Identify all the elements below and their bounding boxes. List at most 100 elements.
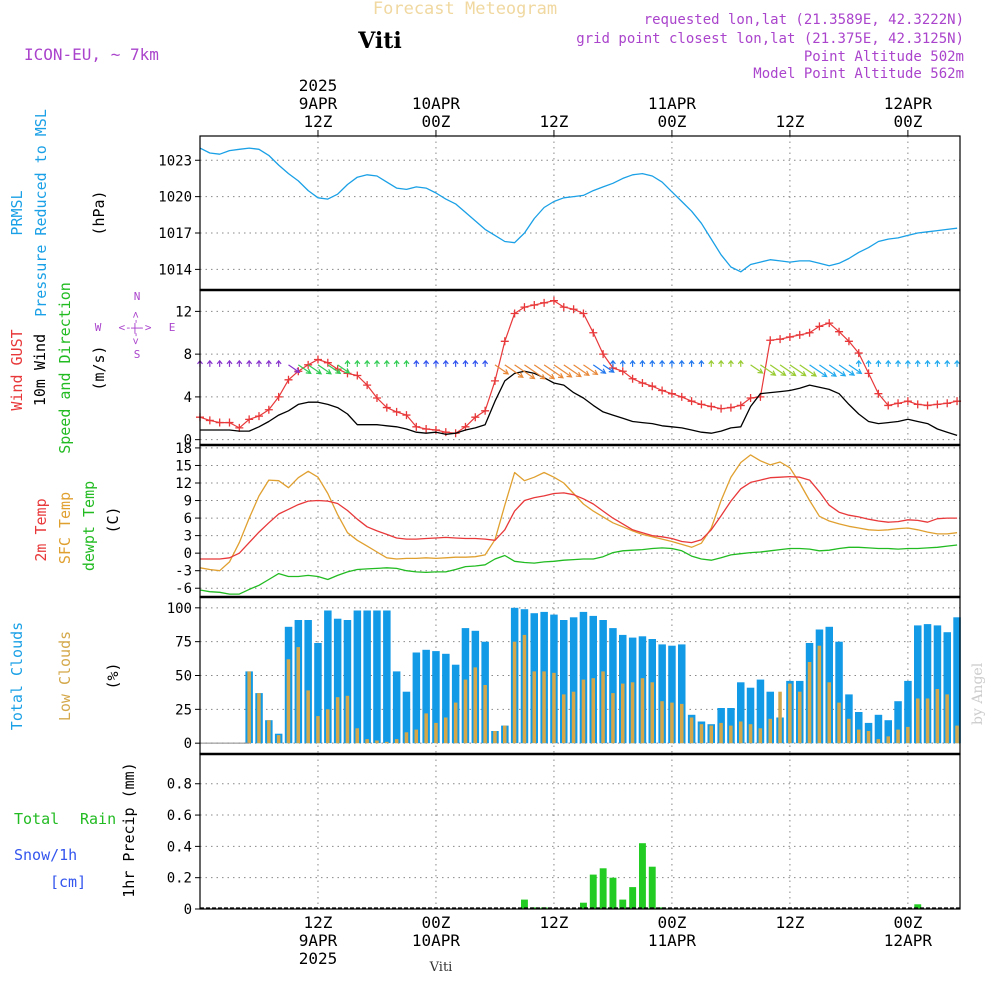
rain-bar	[580, 902, 587, 909]
gust-marker	[903, 397, 912, 406]
model-point-altitude: Model Point Altitude 562m	[753, 66, 964, 82]
grid-lines	[200, 136, 960, 910]
gust-marker	[559, 303, 568, 312]
top-time-label: 12Z	[539, 112, 568, 131]
low-cloud-bar	[601, 671, 605, 744]
total-cloud-bar	[432, 651, 440, 744]
low-cloud-bar	[886, 736, 890, 744]
chart-title: Forecast Meteogram	[373, 0, 557, 19]
total-cloud-bar	[363, 610, 371, 744]
total-cloud-bar	[579, 611, 588, 744]
top-time-label: 00Z	[422, 112, 451, 131]
top-time-label: 2025	[299, 76, 338, 95]
total-cloud-bar	[353, 610, 362, 744]
gust-marker	[776, 335, 785, 344]
low-cloud-bar	[424, 713, 428, 744]
low-cloud-bar	[729, 725, 733, 744]
wind-direction-arrow	[423, 359, 430, 367]
total-cloud-bar	[678, 644, 686, 744]
wind-direction-arrow	[288, 364, 301, 374]
temp-y-tick-label: 15	[175, 458, 192, 474]
top-time-label: 12APR	[884, 94, 933, 113]
gust-marker	[707, 402, 716, 411]
low-cloud-bar	[689, 717, 694, 744]
wind-direction-arrow	[462, 359, 469, 367]
compass-vertical: <-|->	[129, 311, 142, 344]
gust-marker	[471, 413, 480, 422]
wind-direction-arrow	[583, 364, 599, 376]
wind-direction-arrow	[848, 364, 863, 375]
gust-marker	[530, 300, 539, 309]
wind-direction-arrow	[452, 359, 459, 367]
wind-direction-arrow	[875, 359, 882, 367]
temp-labels: 2m Temp SFC Temp dewpt Temp (C)	[32, 481, 122, 571]
gust-marker	[549, 296, 558, 305]
low-cloud-bar	[414, 729, 418, 744]
low-cloud-bar	[699, 724, 704, 744]
low-cloud-bar	[640, 678, 645, 744]
clouds-y-tick-label: 100	[167, 601, 192, 617]
wind-direction-arrow	[472, 359, 479, 367]
bottom-time-label: 12APR	[884, 931, 933, 950]
temp-2m-line	[200, 475, 958, 560]
temp-y-tick-label: 18	[175, 441, 192, 457]
low-cloud-bar	[660, 701, 664, 744]
gust-marker	[746, 393, 755, 402]
gust-marker	[245, 415, 254, 424]
gust-marker	[353, 371, 362, 380]
wind-direction-arrow	[226, 359, 233, 367]
gust-marker	[343, 369, 352, 378]
wind-direction-arrow	[609, 359, 616, 367]
low-cloud-bar	[788, 683, 792, 744]
wind-label-gust: Wind GUST	[8, 329, 26, 410]
total-cloud-bar	[923, 624, 932, 744]
requested-coords: requested lon,lat (21.3589E, 42.3222N)	[644, 12, 964, 28]
bottom-time-label: 11APR	[648, 931, 697, 950]
temp-label-unit: (C)	[104, 506, 122, 533]
top-time-label: 00Z	[893, 112, 922, 131]
wind-direction-arrow	[799, 364, 818, 377]
low-cloud-bar	[916, 698, 920, 744]
gust-marker	[726, 403, 735, 412]
wind-label-10m: 10m Wind	[31, 334, 49, 406]
wind-direction-arrow	[668, 359, 675, 367]
low-cloud-bar	[581, 679, 586, 744]
temp-label-dewpt: dewpt Temp	[80, 481, 98, 571]
low-cloud-bar	[247, 671, 251, 744]
gust-marker	[658, 386, 667, 395]
gust-marker	[205, 416, 214, 425]
low-cloud-bar	[611, 693, 615, 744]
total-cloud-bar	[422, 649, 430, 744]
total-cloud-bar	[609, 628, 617, 744]
precip-label-total: Total	[14, 810, 59, 828]
compass-north: N	[134, 290, 141, 303]
gust-marker	[648, 382, 657, 391]
total-cloud-bar	[333, 618, 342, 744]
compass-horizontal: <-|->	[118, 321, 151, 334]
gust-marker	[372, 393, 381, 402]
temp-label-2m: 2m Temp	[32, 498, 50, 561]
wind-y-tick-label: 0	[184, 433, 192, 449]
wind-direction-arrow	[819, 364, 837, 377]
clouds-y-tick-label: 75	[175, 635, 192, 651]
top-time-label: 11APR	[648, 94, 697, 113]
gust-marker	[441, 428, 450, 437]
precip-label-unit: 1hr Precip (mm)	[120, 762, 138, 897]
wind-direction-arrow	[769, 364, 787, 377]
low-cloud-bar	[522, 634, 527, 744]
low-cloud-bar	[709, 725, 713, 744]
total-cloud-bar	[835, 641, 843, 744]
wind-y-tick-label: 8	[184, 347, 192, 363]
low-cloud-bar	[857, 729, 861, 744]
rain-bar	[589, 874, 597, 909]
gust-marker	[422, 424, 431, 433]
rain-bar	[914, 904, 922, 909]
top-time-label: 10APR	[412, 94, 461, 113]
low-cloud-bar	[512, 641, 517, 744]
low-cloud-bar	[483, 685, 487, 744]
temp-y-tick-label: 9	[184, 494, 192, 510]
gust-marker	[923, 401, 932, 410]
compass-east: E	[169, 321, 176, 334]
low-cloud-bar	[630, 682, 635, 744]
gust-marker	[215, 418, 224, 427]
